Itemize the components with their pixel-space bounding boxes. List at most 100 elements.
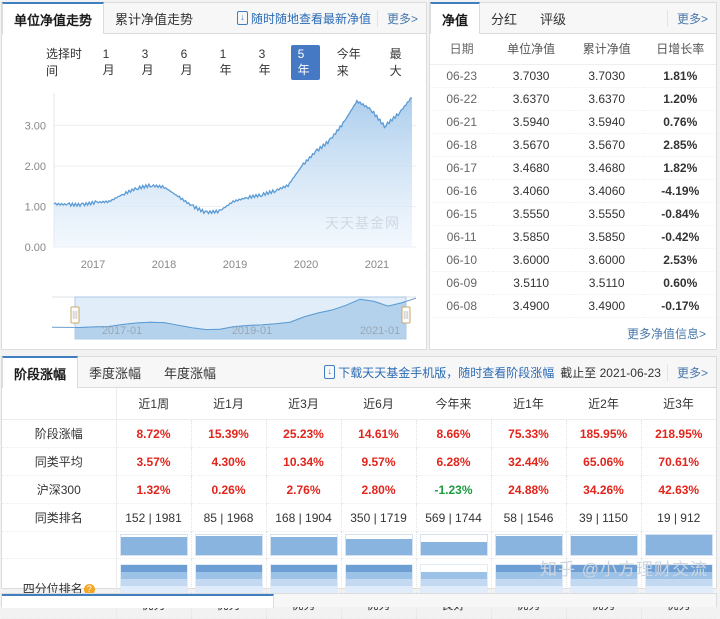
nav-cell-unit: 3.5850 [493,225,569,249]
nav-trend-chart[interactable]: 0.00 1.00 2.00 3.00 2017 2018 2019 2020 2021 天天基… [2,87,426,287]
footer-active-tab[interactable] [2,594,274,608]
nav-trend-tabbar-extra: 随时随地查看最新净值 更多> [236,3,426,33]
tab-annual-gain-label: 年度涨幅 [164,365,217,381]
range-1m[interactable]: 1月 [102,46,115,77]
stage-col-blank [2,388,117,420]
tab-unit-nav-trend-label: 单位净值走势 [14,12,93,28]
stage-cell: 75.33% [491,419,567,448]
stage-row-label: 阶段涨幅 [2,419,117,448]
stage-row-label: 同类平均 [2,447,117,476]
svg-text:2.00: 2.00 [25,161,46,173]
nav-cell-growth: 2.85% [644,133,716,157]
tab-quarterly-gain[interactable]: 季度涨幅 [78,357,153,387]
rank-bar [269,534,338,556]
stage-cell: 4.30% [191,447,267,476]
quartile-band [495,586,562,593]
quartile-band [420,565,487,572]
rank-bar-fill [570,535,637,555]
nav-cell-date: 06-09 [430,271,494,295]
stage-col-2: 近1月 [191,388,266,420]
stage-cell: 15.39% [191,419,267,448]
quartile-band [495,572,562,579]
mobile-app-link[interactable]: 随时随地查看最新净值 [236,10,371,27]
range-6m[interactable]: 6月 [180,46,193,77]
stage-more-link[interactable]: 更多> [666,363,708,381]
tab-rating-label: 评级 [540,11,567,27]
stage-col-3: 近3月 [266,388,341,420]
range-5y[interactable]: 5年 [290,44,320,80]
stage-cell: 10.34% [266,447,342,476]
stage-cell: 25.23% [266,419,342,448]
quartile-band [645,579,712,586]
tab-stage-gain[interactable]: 阶段涨幅 [2,356,79,388]
quartile-box [344,564,413,594]
svg-text:3.00: 3.00 [25,120,46,132]
quartile-cell: 良好 [416,558,492,619]
tab-unit-nav-trend[interactable]: 单位净值走势 [2,2,105,34]
tab-cumulative-nav-trend[interactable]: 累计净值走势 [104,3,205,33]
quartile-band [345,579,412,586]
rank-bar-fill [120,536,187,555]
rank-bar [569,534,638,556]
nav-cell-growth: 1.82% [644,156,716,180]
stage-cell: 24.88% [491,475,567,504]
rank-bar-cell [266,531,342,559]
quartile-box [269,564,338,594]
stage-mobile-app-link[interactable]: 下载天天基金手机版，随时查看阶段涨幅 [324,364,554,381]
range-max[interactable]: 最大 [389,47,402,78]
quartile-row-label: 四分位排名? [2,558,117,619]
stage-tabbar-extra: 下载天天基金手机版，随时查看阶段涨幅 截止至 2021-06-23 更多> [324,357,716,387]
nav-cell-date: 06-22 [430,87,494,111]
rank-bar [344,534,413,556]
nav-value-table: 日期 单位净值 累计净值 日增长率 06-23 3.7030 3.7030 1.81%… [430,34,716,318]
tab-nav-value[interactable]: 净值 [430,2,481,34]
more-nav-info-link[interactable]: 更多净值信息> [626,327,706,341]
quartile-cell: 优秀 [266,558,342,619]
tab-quarterly-gain-label: 季度涨幅 [89,365,142,381]
nav-value-tabbar-extra: 更多> [666,3,716,33]
rank-row-label: 同类排名 [2,503,117,532]
quartile-cell: 优秀 [566,558,642,619]
time-range-label: 选择时间 [46,47,83,78]
nav-value-tabbar: 净值 分红 评级 更多> [430,2,716,34]
nav-cell-growth: 0.76% [644,110,716,134]
stage-cell: 3.57% [116,447,192,476]
rank-bar-row [2,531,716,559]
tab-annual-gain[interactable]: 年度涨幅 [153,357,228,387]
nav-trend-more-link[interactable]: 更多> [376,9,418,27]
col-date: 日期 [430,34,494,65]
stage-cell: 42.63% [658,482,700,497]
nav-cell-cumulative: 3.5110 [568,271,645,295]
quartile-box [644,564,713,594]
nav-cell-growth: -0.84% [644,202,716,226]
nav-cell-growth: -0.42% [644,225,716,249]
rank-bar [419,534,488,556]
nav-value-more-link[interactable]: 更多> [666,9,708,27]
quartile-band [645,572,712,579]
range-ytd[interactable]: 今年来 [336,47,361,78]
stage-performance-table: 近1周 近1月 近3月 近6月 今年来 近1年 近2年 近3年 阶段涨幅 8.72% 15.39%… [2,388,716,619]
stage-cell: -1.23% [416,475,492,504]
chart-navigator[interactable]: 2017-01 2019-01 2021-01 [2,287,426,349]
nav-cell-cumulative: 3.4900 [568,294,645,318]
table-row: 06-18 3.5670 3.5670 2.85% [430,133,716,157]
range-3y[interactable]: 3年 [258,46,271,77]
help-icon[interactable]: ? [83,584,95,595]
quartile-band [120,579,187,586]
tab-rating[interactable]: 评级 [529,3,578,33]
stage-table-header-row: 近1周 近1月 近3月 近6月 今年来 近1年 近2年 近3年 [2,388,716,420]
range-3m[interactable]: 3月 [141,46,154,77]
rank-bar-cell [566,531,642,559]
stage-cell: 6.28% [416,447,492,476]
rank-bar-row-label [2,531,117,559]
quartile-band [570,572,637,579]
rank-bar-cell [116,531,192,559]
rank-bar-cell [416,531,492,559]
table-row: 同类排名 152 | 1981 85 | 1968 168 | 1904 350 | 1… [2,503,716,532]
range-1y[interactable]: 1年 [219,46,232,77]
tab-dividend[interactable]: 分红 [480,3,529,33]
stage-tabbar: 阶段涨幅 季度涨幅 年度涨幅 下载天天基金手机版，随时查看阶段涨幅 截止至 20… [2,356,716,388]
stage-cutoff-date: 截止至 2021-06-23 [560,365,661,380]
quartile-band [120,586,187,593]
rank-cell: 85 | 1968 [191,503,267,532]
